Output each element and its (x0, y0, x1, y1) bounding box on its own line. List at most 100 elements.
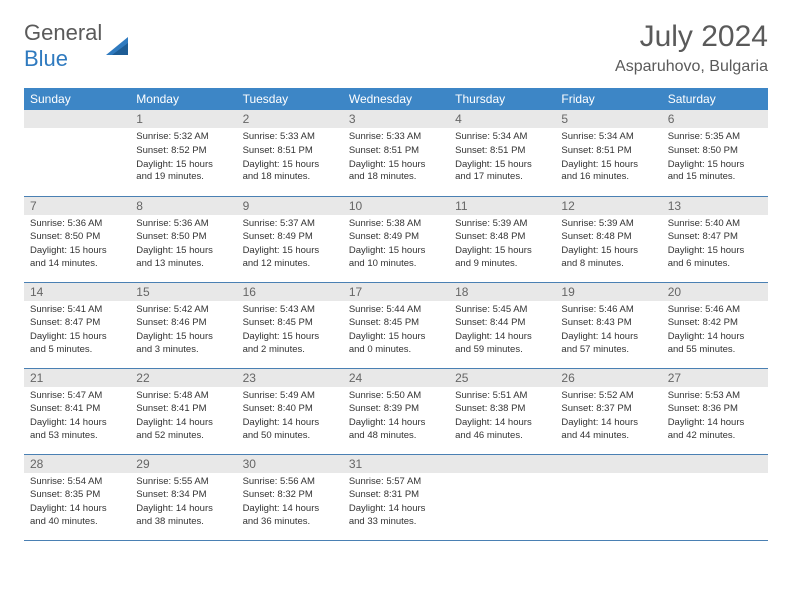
sunset-text: Sunset: 8:43 PM (561, 317, 655, 330)
sunrise-text: Sunrise: 5:46 AM (668, 304, 762, 317)
day-number: 1 (130, 110, 236, 128)
calendar-day-cell: 8 Sunrise: 5:36 AMSunset: 8:50 PMDaylight… (130, 196, 236, 282)
sunrise-text: Sunrise: 5:51 AM (455, 390, 549, 403)
sunrise-text: Sunrise: 5:53 AM (668, 390, 762, 403)
calendar-day-cell: 30Sunrise: 5:56 AMSunset: 8:32 PMDayligh… (237, 454, 343, 540)
day-number: 27 (662, 369, 768, 387)
sunset-text: Sunset: 8:42 PM (668, 317, 762, 330)
calendar-day-cell: 3Sunrise: 5:33 AMSunset: 8:51 PMDaylight… (343, 110, 449, 196)
day-number: 24 (343, 369, 449, 387)
sunset-text: Sunset: 8:45 PM (349, 317, 443, 330)
day-number: 31 (343, 455, 449, 473)
sunrise-text: Sunrise: 5:47 AM (30, 390, 124, 403)
day-number: 21 (24, 369, 130, 387)
day-number: 23 (237, 369, 343, 387)
calendar-day-cell: 12Sunrise: 5:39 AMSunset: 8:48 PMDayligh… (555, 196, 661, 282)
day-content: Sunrise: 5:34 AMSunset: 8:51 PMDaylight:… (449, 128, 555, 189)
sunrise-text: Sunrise: 5:34 AM (455, 131, 549, 144)
daylight-text: Daylight: 14 hours and 44 minutes. (561, 417, 655, 443)
day-number: 11 (449, 197, 555, 215)
daylight-text: Daylight: 15 hours and 18 minutes. (349, 159, 443, 185)
day-content: Sunrise: 5:39 AMSunset: 8:48 PMDaylight:… (555, 215, 661, 276)
sunset-text: Sunset: 8:51 PM (243, 145, 337, 158)
day-content: Sunrise: 5:46 AMSunset: 8:42 PMDaylight:… (662, 301, 768, 362)
logo-blue: Blue (24, 46, 68, 71)
day-content: Sunrise: 5:49 AMSunset: 8:40 PMDaylight:… (237, 387, 343, 448)
sunrise-text: Sunrise: 5:55 AM (136, 476, 230, 489)
sunset-text: Sunset: 8:49 PM (243, 231, 337, 244)
daylight-text: Daylight: 15 hours and 6 minutes. (668, 245, 762, 271)
daylight-text: Daylight: 15 hours and 9 minutes. (455, 245, 549, 271)
weekday-header: Friday (555, 88, 661, 110)
sunset-text: Sunset: 8:31 PM (349, 489, 443, 502)
sunrise-text: Sunrise: 5:50 AM (349, 390, 443, 403)
empty-daynum (662, 455, 768, 473)
day-content: Sunrise: 5:42 AMSunset: 8:46 PMDaylight:… (130, 301, 236, 362)
logo: General Blue (24, 20, 134, 72)
sunset-text: Sunset: 8:50 PM (668, 145, 762, 158)
daylight-text: Daylight: 15 hours and 2 minutes. (243, 331, 337, 357)
daylight-text: Daylight: 14 hours and 40 minutes. (30, 503, 124, 529)
sunrise-text: Sunrise: 5:40 AM (668, 218, 762, 231)
daylight-text: Daylight: 15 hours and 17 minutes. (455, 159, 549, 185)
empty-daynum (449, 455, 555, 473)
sunset-text: Sunset: 8:41 PM (30, 403, 124, 416)
day-number: 28 (24, 455, 130, 473)
weekday-header: Wednesday (343, 88, 449, 110)
day-content: Sunrise: 5:36 AMSunset: 8:50 PMDaylight:… (24, 215, 130, 276)
daylight-text: Daylight: 15 hours and 16 minutes. (561, 159, 655, 185)
sunrise-text: Sunrise: 5:56 AM (243, 476, 337, 489)
day-number: 15 (130, 283, 236, 301)
sunrise-text: Sunrise: 5:41 AM (30, 304, 124, 317)
calendar-day-cell: 25Sunrise: 5:51 AMSunset: 8:38 PMDayligh… (449, 368, 555, 454)
day-content: Sunrise: 5:52 AMSunset: 8:37 PMDaylight:… (555, 387, 661, 448)
calendar-week-row: 7Sunrise: 5:36 AMSunset: 8:50 PMDaylight… (24, 196, 768, 282)
day-number: 22 (130, 369, 236, 387)
sunset-text: Sunset: 8:39 PM (349, 403, 443, 416)
sunrise-text: Sunrise: 5:49 AM (243, 390, 337, 403)
daylight-text: Daylight: 15 hours and 13 minutes. (136, 245, 230, 271)
calendar-day-cell: 19Sunrise: 5:46 AMSunset: 8:43 PMDayligh… (555, 282, 661, 368)
sunset-text: Sunset: 8:50 PM (30, 231, 124, 244)
daylight-text: Daylight: 14 hours and 36 minutes. (243, 503, 337, 529)
calendar-day-cell: 1Sunrise: 5:32 AMSunset: 8:52 PMDaylight… (130, 110, 236, 196)
sunrise-text: Sunrise: 5:38 AM (349, 218, 443, 231)
daylight-text: Daylight: 14 hours and 48 minutes. (349, 417, 443, 443)
calendar-day-cell: 2Sunrise: 5:33 AMSunset: 8:51 PMDaylight… (237, 110, 343, 196)
sunset-text: Sunset: 8:40 PM (243, 403, 337, 416)
sunset-text: Sunset: 8:48 PM (561, 231, 655, 244)
day-number: 12 (555, 197, 661, 215)
calendar-week-row: 1Sunrise: 5:32 AMSunset: 8:52 PMDaylight… (24, 110, 768, 196)
daylight-text: Daylight: 15 hours and 18 minutes. (243, 159, 337, 185)
empty-daynum (24, 110, 130, 128)
title-month: July 2024 (615, 20, 768, 54)
day-number: 6 (662, 110, 768, 128)
sunrise-text: Sunrise: 5:48 AM (136, 390, 230, 403)
daylight-text: Daylight: 14 hours and 55 minutes. (668, 331, 762, 357)
sunset-text: Sunset: 8:37 PM (561, 403, 655, 416)
sunrise-text: Sunrise: 5:36 AM (136, 218, 230, 231)
sunrise-text: Sunrise: 5:45 AM (455, 304, 549, 317)
sunrise-text: Sunrise: 5:42 AM (136, 304, 230, 317)
day-content: Sunrise: 5:35 AMSunset: 8:50 PMDaylight:… (662, 128, 768, 189)
weekday-header: Thursday (449, 88, 555, 110)
day-content: Sunrise: 5:53 AMSunset: 8:36 PMDaylight:… (662, 387, 768, 448)
day-content: Sunrise: 5:55 AMSunset: 8:34 PMDaylight:… (130, 473, 236, 534)
sunset-text: Sunset: 8:50 PM (136, 231, 230, 244)
day-content: Sunrise: 5:40 AMSunset: 8:47 PMDaylight:… (662, 215, 768, 276)
day-content: Sunrise: 5:37 AMSunset: 8:49 PMDaylight:… (237, 215, 343, 276)
daylight-text: Daylight: 14 hours and 59 minutes. (455, 331, 549, 357)
sunrise-text: Sunrise: 5:46 AM (561, 304, 655, 317)
calendar-week-row: 21 Sunrise: 5:47 AMSunset: 8:41 PM Dayligh… (24, 368, 768, 454)
daylight-text: Daylight: 14 hours and 46 minutes. (455, 417, 549, 443)
day-number: 8 (130, 197, 236, 215)
calendar-day-cell: 14Sunrise: 5:41 AMSunset: 8:47 PMDayligh… (24, 282, 130, 368)
calendar-day-cell: 21Sunrise: 5:47 AMSunset: 8:41 PMDayligh… (24, 368, 130, 454)
daylight-text: Daylight: 15 hours and 8 minutes. (561, 245, 655, 271)
sunset-text: Sunset: 8:51 PM (455, 145, 549, 158)
day-number: 5 (555, 110, 661, 128)
sunrise-text: Sunrise: 5:33 AM (349, 131, 443, 144)
day-number: 7 (24, 197, 130, 215)
header: General Blue July 2024 Asparuhovo, Bulga… (24, 20, 768, 76)
sunset-text: Sunset: 8:51 PM (561, 145, 655, 158)
